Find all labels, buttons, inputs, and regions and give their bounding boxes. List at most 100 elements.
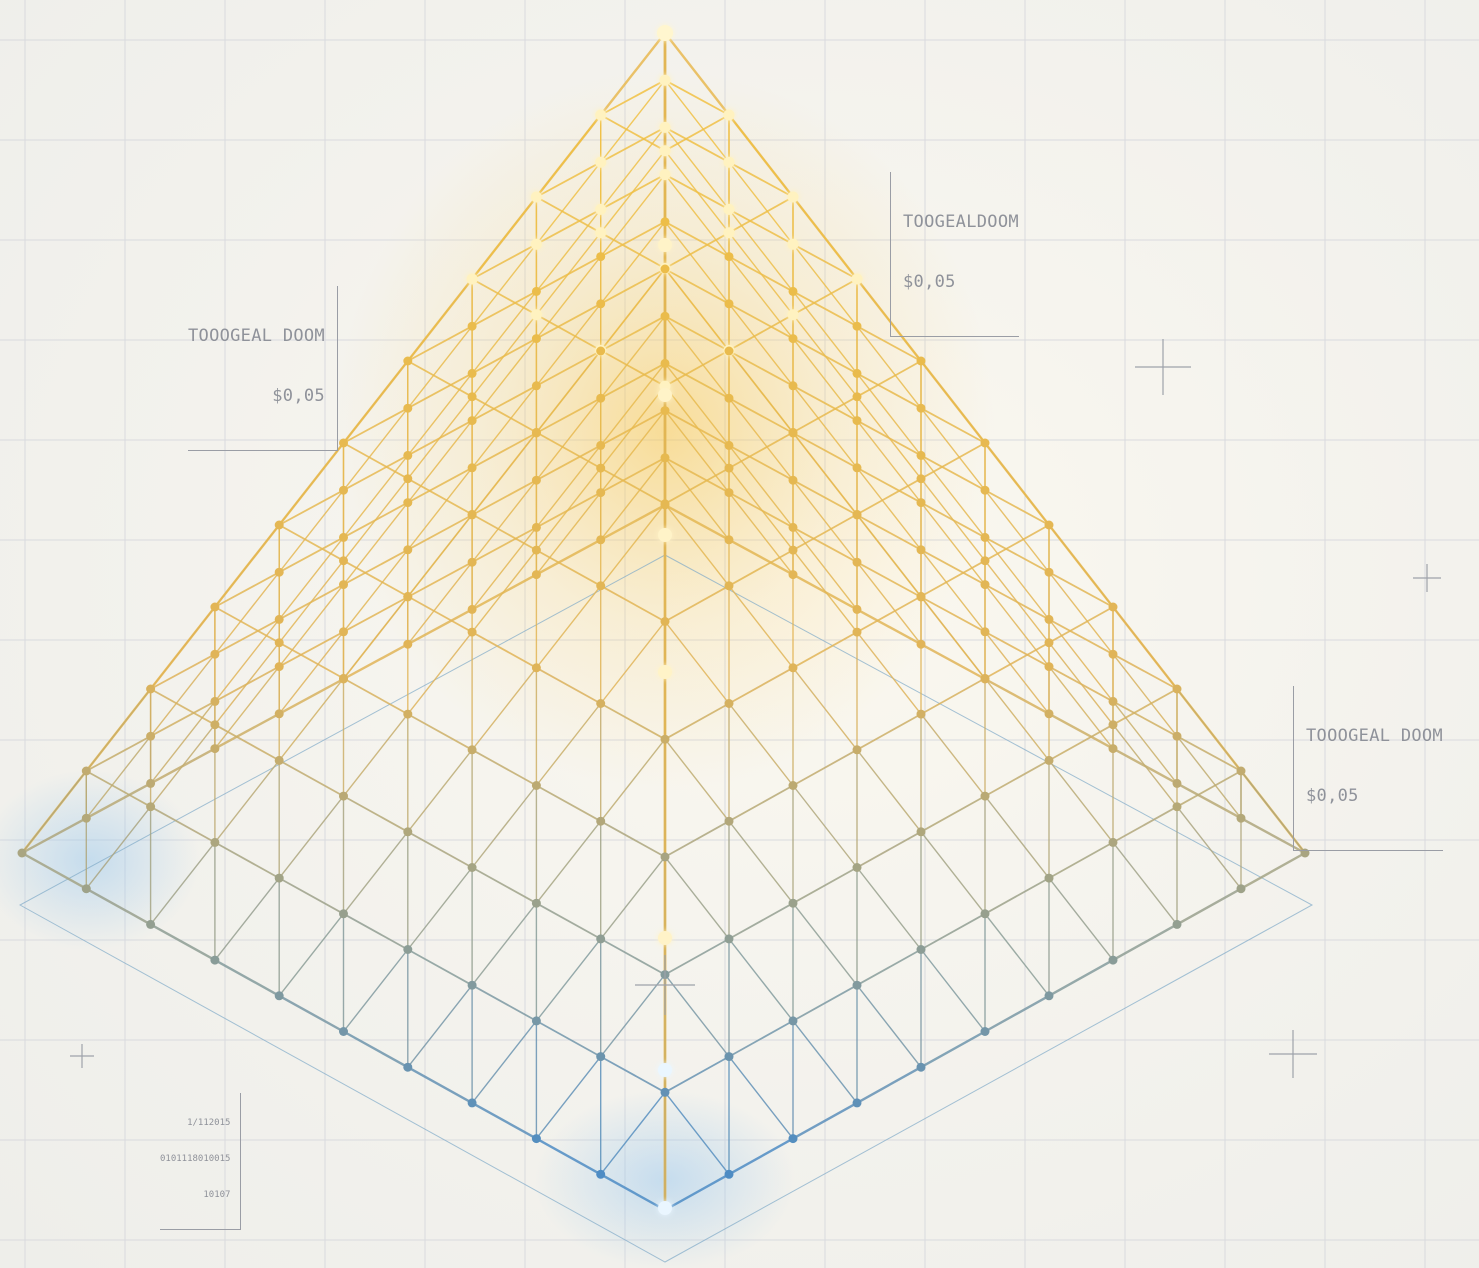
- pyramid-node: [403, 1062, 413, 1072]
- pyramid-node: [660, 406, 670, 416]
- lattice-strut: [1112, 724, 1178, 808]
- lattice-strut: [471, 385, 537, 469]
- lattice-strut: [664, 410, 730, 494]
- lattice-strut: [471, 432, 537, 469]
- pyramid-node: [724, 393, 734, 403]
- pyramid-node: [274, 638, 284, 648]
- pyramid-node: [659, 145, 671, 157]
- pyramid-node: [980, 438, 990, 448]
- lattice-strut: [728, 549, 794, 587]
- lattice-strut: [664, 150, 730, 234]
- lattice-strut: [278, 489, 344, 526]
- lattice-strut: [984, 677, 1050, 715]
- lattice-strut: [792, 866, 858, 904]
- lattice-strut: [214, 524, 280, 608]
- lattice-strut: [278, 877, 344, 915]
- lattice-strut: [728, 938, 794, 1022]
- lattice-strut: [792, 338, 858, 422]
- lattice-strut: [984, 524, 1050, 562]
- lattice-strut: [471, 243, 537, 280]
- pyramid-node: [596, 440, 606, 450]
- lattice-strut: [1176, 735, 1242, 819]
- pyramid-node: [659, 121, 671, 133]
- lattice-strut: [1176, 806, 1242, 890]
- lattice-strut: [1176, 782, 1242, 820]
- pyramid-node: [146, 684, 156, 694]
- pyramid-node: [339, 627, 348, 637]
- pyramid-node: [596, 1169, 606, 1179]
- lattice-strut: [600, 467, 666, 505]
- lattice-strut: [1048, 618, 1114, 702]
- pyramid-node: [724, 488, 734, 498]
- lattice-strut: [728, 303, 794, 340]
- lattice-strut: [664, 1091, 730, 1175]
- lattice-strut: [600, 1173, 666, 1212]
- annotation-left: TOOOGEAL DOOM $0,05: [188, 286, 338, 451]
- lattice-strut: [342, 643, 409, 681]
- lattice-strut: [664, 231, 730, 270]
- lattice-strut: [471, 667, 537, 751]
- annotation-code-line-1: 1/112015: [187, 1118, 231, 1128]
- lattice-strut: [600, 621, 666, 704]
- lattice-strut: [21, 770, 87, 854]
- lattice-strut: [984, 489, 1050, 526]
- pyramid-node: [852, 510, 862, 520]
- pyramid-node: [1044, 873, 1054, 883]
- lattice-strut: [535, 467, 602, 551]
- lattice-strut: [1176, 887, 1242, 926]
- lattice-strut: [535, 303, 602, 340]
- spine-node: [658, 238, 672, 252]
- lattice-strut: [278, 677, 345, 715]
- pyramid-node: [852, 604, 862, 614]
- pyramid-node: [596, 934, 606, 944]
- lattice-strut: [1240, 851, 1306, 890]
- lattice-strut: [920, 478, 986, 562]
- pyramid-node: [659, 169, 671, 181]
- lattice-strut: [984, 442, 1050, 526]
- pyramid-node: [531, 570, 541, 580]
- base-plane-outline: [18, 554, 1314, 1263]
- pyramid-node: [146, 731, 156, 741]
- crosshair-markers: [70, 339, 1441, 1078]
- lattice-strut: [728, 303, 794, 387]
- lattice-strut: [920, 949, 986, 1032]
- pyramid-node: [17, 848, 27, 858]
- pyramid-node: [980, 1027, 990, 1036]
- pyramid-node: [467, 745, 477, 755]
- lattice-strut: [664, 349, 730, 387]
- pyramid-node: [530, 309, 542, 321]
- lattice-strut: [856, 608, 922, 646]
- lattice-strut: [1048, 524, 1114, 608]
- pyramid-node: [724, 699, 734, 708]
- lattice-strut: [792, 395, 858, 434]
- lattice-strut: [1176, 688, 1242, 772]
- spine-node: [658, 665, 672, 679]
- pyramid-node: [980, 532, 990, 542]
- lattice-strut: [471, 526, 537, 610]
- lattice-strut: [407, 631, 473, 715]
- pyramid-node: [724, 299, 734, 309]
- pyramid-node: [852, 416, 862, 426]
- lattice-strut: [920, 913, 986, 951]
- lattice-strut: [856, 984, 922, 1068]
- lattice-strut: [920, 407, 986, 444]
- lattice-strut: [920, 831, 986, 915]
- lattice-strut: [278, 560, 345, 644]
- pyramid-node: [660, 358, 670, 368]
- lattice-strut: [664, 621, 730, 704]
- lattice-strut: [984, 536, 1050, 573]
- lattice-strut: [856, 467, 922, 551]
- lattice-strut: [407, 278, 473, 362]
- lattice-strut: [85, 782, 152, 820]
- base-plane-polygon: [18, 554, 1314, 1263]
- lattice-strut: [600, 126, 666, 163]
- pyramid-node: [531, 381, 541, 391]
- lattice-strut: [600, 938, 666, 976]
- lattice-strut: [1048, 841, 1114, 879]
- lattice-strut: [792, 243, 858, 280]
- pyramid-node: [980, 791, 990, 801]
- lattice-strut: [278, 759, 344, 797]
- lattice-strut: [600, 362, 666, 399]
- pyramid-node: [403, 474, 413, 484]
- lattice-strut: [600, 231, 666, 270]
